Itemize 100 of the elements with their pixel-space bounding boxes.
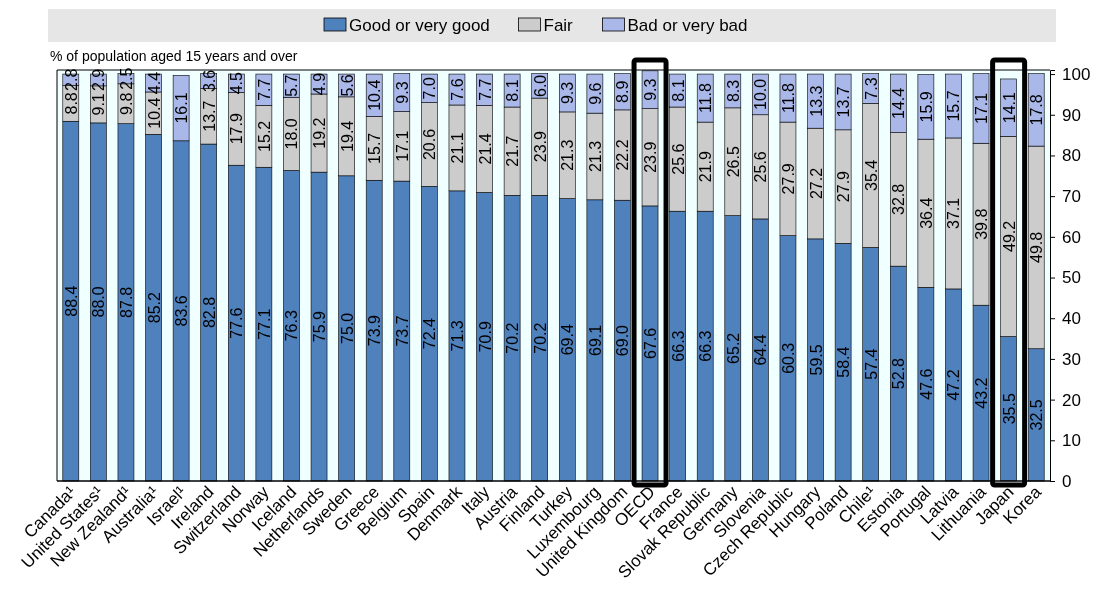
data-label: 5.6 <box>338 74 356 97</box>
data-label: 14.4 <box>890 87 908 119</box>
data-label: 10.0 <box>752 78 770 110</box>
data-label: 9.1 <box>90 93 108 116</box>
data-label: 17.8 <box>1028 94 1046 126</box>
data-label: 27.9 <box>835 170 853 203</box>
y-tick-label: 10 <box>1062 431 1081 451</box>
data-label: 8.3 <box>724 79 742 103</box>
data-label: 75.9 <box>311 310 329 343</box>
data-label: 21.3 <box>559 139 577 171</box>
data-label: 21.3 <box>586 140 604 173</box>
data-label: 11.8 <box>779 83 797 114</box>
data-label: 73.9 <box>366 314 384 347</box>
data-label: 2.9 <box>90 68 108 92</box>
data-label: 36.4 <box>917 197 935 229</box>
data-label: 64.4 <box>752 334 770 366</box>
data-label: 9.3 <box>393 81 411 104</box>
data-label: 27.2 <box>807 167 825 200</box>
y-tick-label: 50 <box>1062 268 1081 288</box>
data-label: 37.1 <box>945 197 963 230</box>
data-label: 20.6 <box>421 128 439 161</box>
data-label: 17.1 <box>973 92 991 125</box>
data-label: 8.1 <box>669 79 687 102</box>
data-label: 82.8 <box>200 296 218 329</box>
data-label: 35.5 <box>1000 393 1018 425</box>
data-label: 58.4 <box>835 346 853 378</box>
y-tick-label: 100 <box>1062 65 1091 85</box>
y-tick-label: 60 <box>1062 227 1081 247</box>
data-label: 19.2 <box>311 117 329 149</box>
data-label: 15.9 <box>917 91 935 123</box>
data-label: 66.3 <box>669 330 687 362</box>
data-label: 7.6 <box>448 78 466 101</box>
data-label: 75.0 <box>338 312 356 344</box>
data-label: 7.7 <box>476 78 494 101</box>
data-label: 69.4 <box>559 324 577 356</box>
y-tick-label: 40 <box>1062 309 1081 329</box>
data-label: 70.2 <box>531 322 549 354</box>
data-label: 77.1 <box>255 308 273 340</box>
data-label: 23.9 <box>531 131 549 163</box>
data-label: 47.2 <box>945 369 963 401</box>
data-label: 6.0 <box>531 74 549 97</box>
data-label: 7.7 <box>255 78 273 101</box>
data-label: 60.3 <box>779 342 797 374</box>
data-label: 15.7 <box>945 90 963 122</box>
data-label: 35.4 <box>862 159 880 191</box>
data-label: 83.6 <box>173 295 191 327</box>
data-label: 27.9 <box>779 163 797 195</box>
data-label: 72.4 <box>421 318 439 350</box>
data-label: 2.8 <box>62 68 80 91</box>
data-label: 10.4 <box>145 97 163 129</box>
y-tick-label: 0 <box>1062 471 1072 491</box>
data-label: 14.1 <box>1000 91 1018 124</box>
legend-label: Bad or very bad <box>627 16 748 35</box>
data-label: 59.5 <box>807 344 825 376</box>
data-label: 18.0 <box>283 118 301 150</box>
y-tick-label: 80 <box>1062 146 1081 166</box>
data-label: 19.4 <box>338 120 356 152</box>
data-label: 2.5 <box>117 67 135 90</box>
data-label: 69.1 <box>586 324 604 356</box>
data-label: 9.3 <box>642 78 660 101</box>
data-label: 49.8 <box>1028 231 1046 263</box>
data-label: 39.8 <box>973 208 991 240</box>
y-tick-label: 70 <box>1062 187 1081 207</box>
y-axis-title: % of population aged 15 years and over <box>50 48 298 64</box>
data-label: 4.9 <box>311 72 329 96</box>
data-label: 7.3 <box>862 77 880 100</box>
data-label: 17.1 <box>393 130 411 162</box>
data-label: 7.0 <box>421 77 439 100</box>
data-label: 32.8 <box>890 183 908 215</box>
data-label: 71.3 <box>448 320 466 352</box>
legend-label: Fair <box>543 16 574 35</box>
data-label: 70.9 <box>476 321 494 353</box>
data-label: 43.2 <box>973 377 991 409</box>
data-label: 10.4 <box>366 79 384 111</box>
legend-label: Good or very good <box>349 16 490 35</box>
data-label: 69.0 <box>614 324 632 357</box>
data-label: 85.2 <box>145 291 163 324</box>
data-label: 8.8 <box>62 92 80 115</box>
data-label: 57.4 <box>862 348 880 380</box>
data-label: 47.6 <box>917 368 935 400</box>
data-label: 9.8 <box>117 92 135 115</box>
data-label: 15.2 <box>255 120 273 152</box>
data-label: 21.4 <box>476 133 494 165</box>
y-tick-label: 20 <box>1062 390 1081 410</box>
data-label: 9.6 <box>586 82 604 105</box>
data-label: 16.1 <box>173 92 191 124</box>
data-label: 21.7 <box>504 135 522 167</box>
data-label: 88.4 <box>62 285 80 317</box>
data-label: 26.5 <box>724 146 742 178</box>
data-label: 25.6 <box>752 151 770 183</box>
y-tick-label: 30 <box>1062 349 1081 369</box>
data-label: 13.3 <box>807 85 825 117</box>
data-label: 25.6 <box>669 143 687 175</box>
data-label: 15.7 <box>366 132 384 164</box>
data-label: 65.2 <box>724 332 742 364</box>
data-label: 73.7 <box>393 315 411 347</box>
data-label: 87.8 <box>117 286 135 318</box>
data-label: 32.5 <box>1028 399 1046 431</box>
data-label: 21.9 <box>697 150 715 183</box>
data-label: 49.2 <box>1000 220 1018 252</box>
